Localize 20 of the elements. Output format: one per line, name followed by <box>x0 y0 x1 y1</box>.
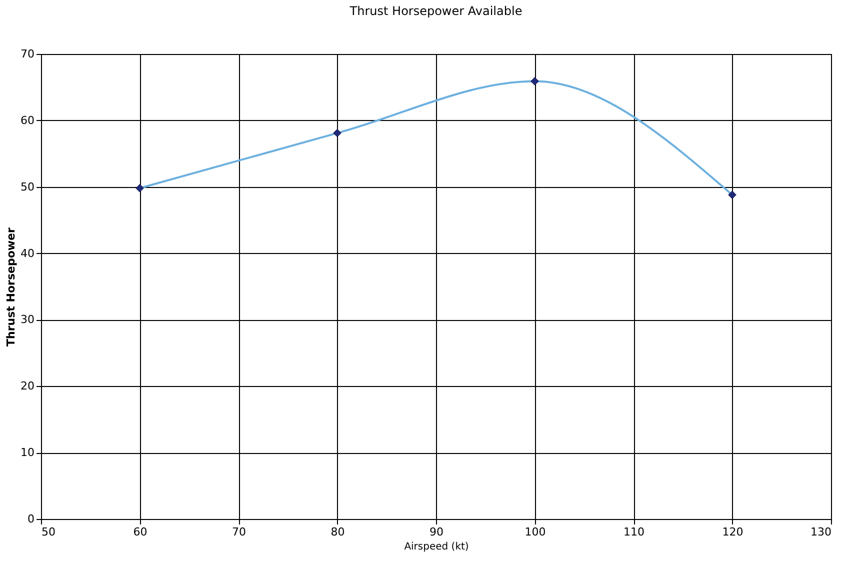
y-tick-label: 30 <box>20 313 34 326</box>
y-tick-label: 20 <box>20 380 34 393</box>
y-tick-label: 40 <box>20 246 34 260</box>
x-tick-label: 70 <box>232 526 246 538</box>
x-tick-label: 120 <box>722 526 744 538</box>
x-tick-label: 60 <box>133 526 148 538</box>
x-tick-label: 130 <box>810 526 832 538</box>
x-tick-label: 110 <box>624 526 644 538</box>
y-tick-label: 10 <box>20 446 34 460</box>
x-tick-label: 80 <box>330 526 345 538</box>
chart-title: Thrust Horsepower Available <box>348 4 522 18</box>
x-tick-label: 100 <box>524 526 546 538</box>
y-tick-label: 60 <box>20 114 34 127</box>
x-axis-title: Airspeed (kt) <box>404 542 469 552</box>
y-tick-label: 50 <box>20 180 34 194</box>
y-axis-title: Thrust Horsepower <box>4 226 18 346</box>
x-tick-label: 50 <box>42 526 56 538</box>
x-tick-label: 90 <box>430 526 444 538</box>
y-tick-label: 0 <box>28 512 34 526</box>
y-tick-label: 70 <box>20 48 34 60</box>
